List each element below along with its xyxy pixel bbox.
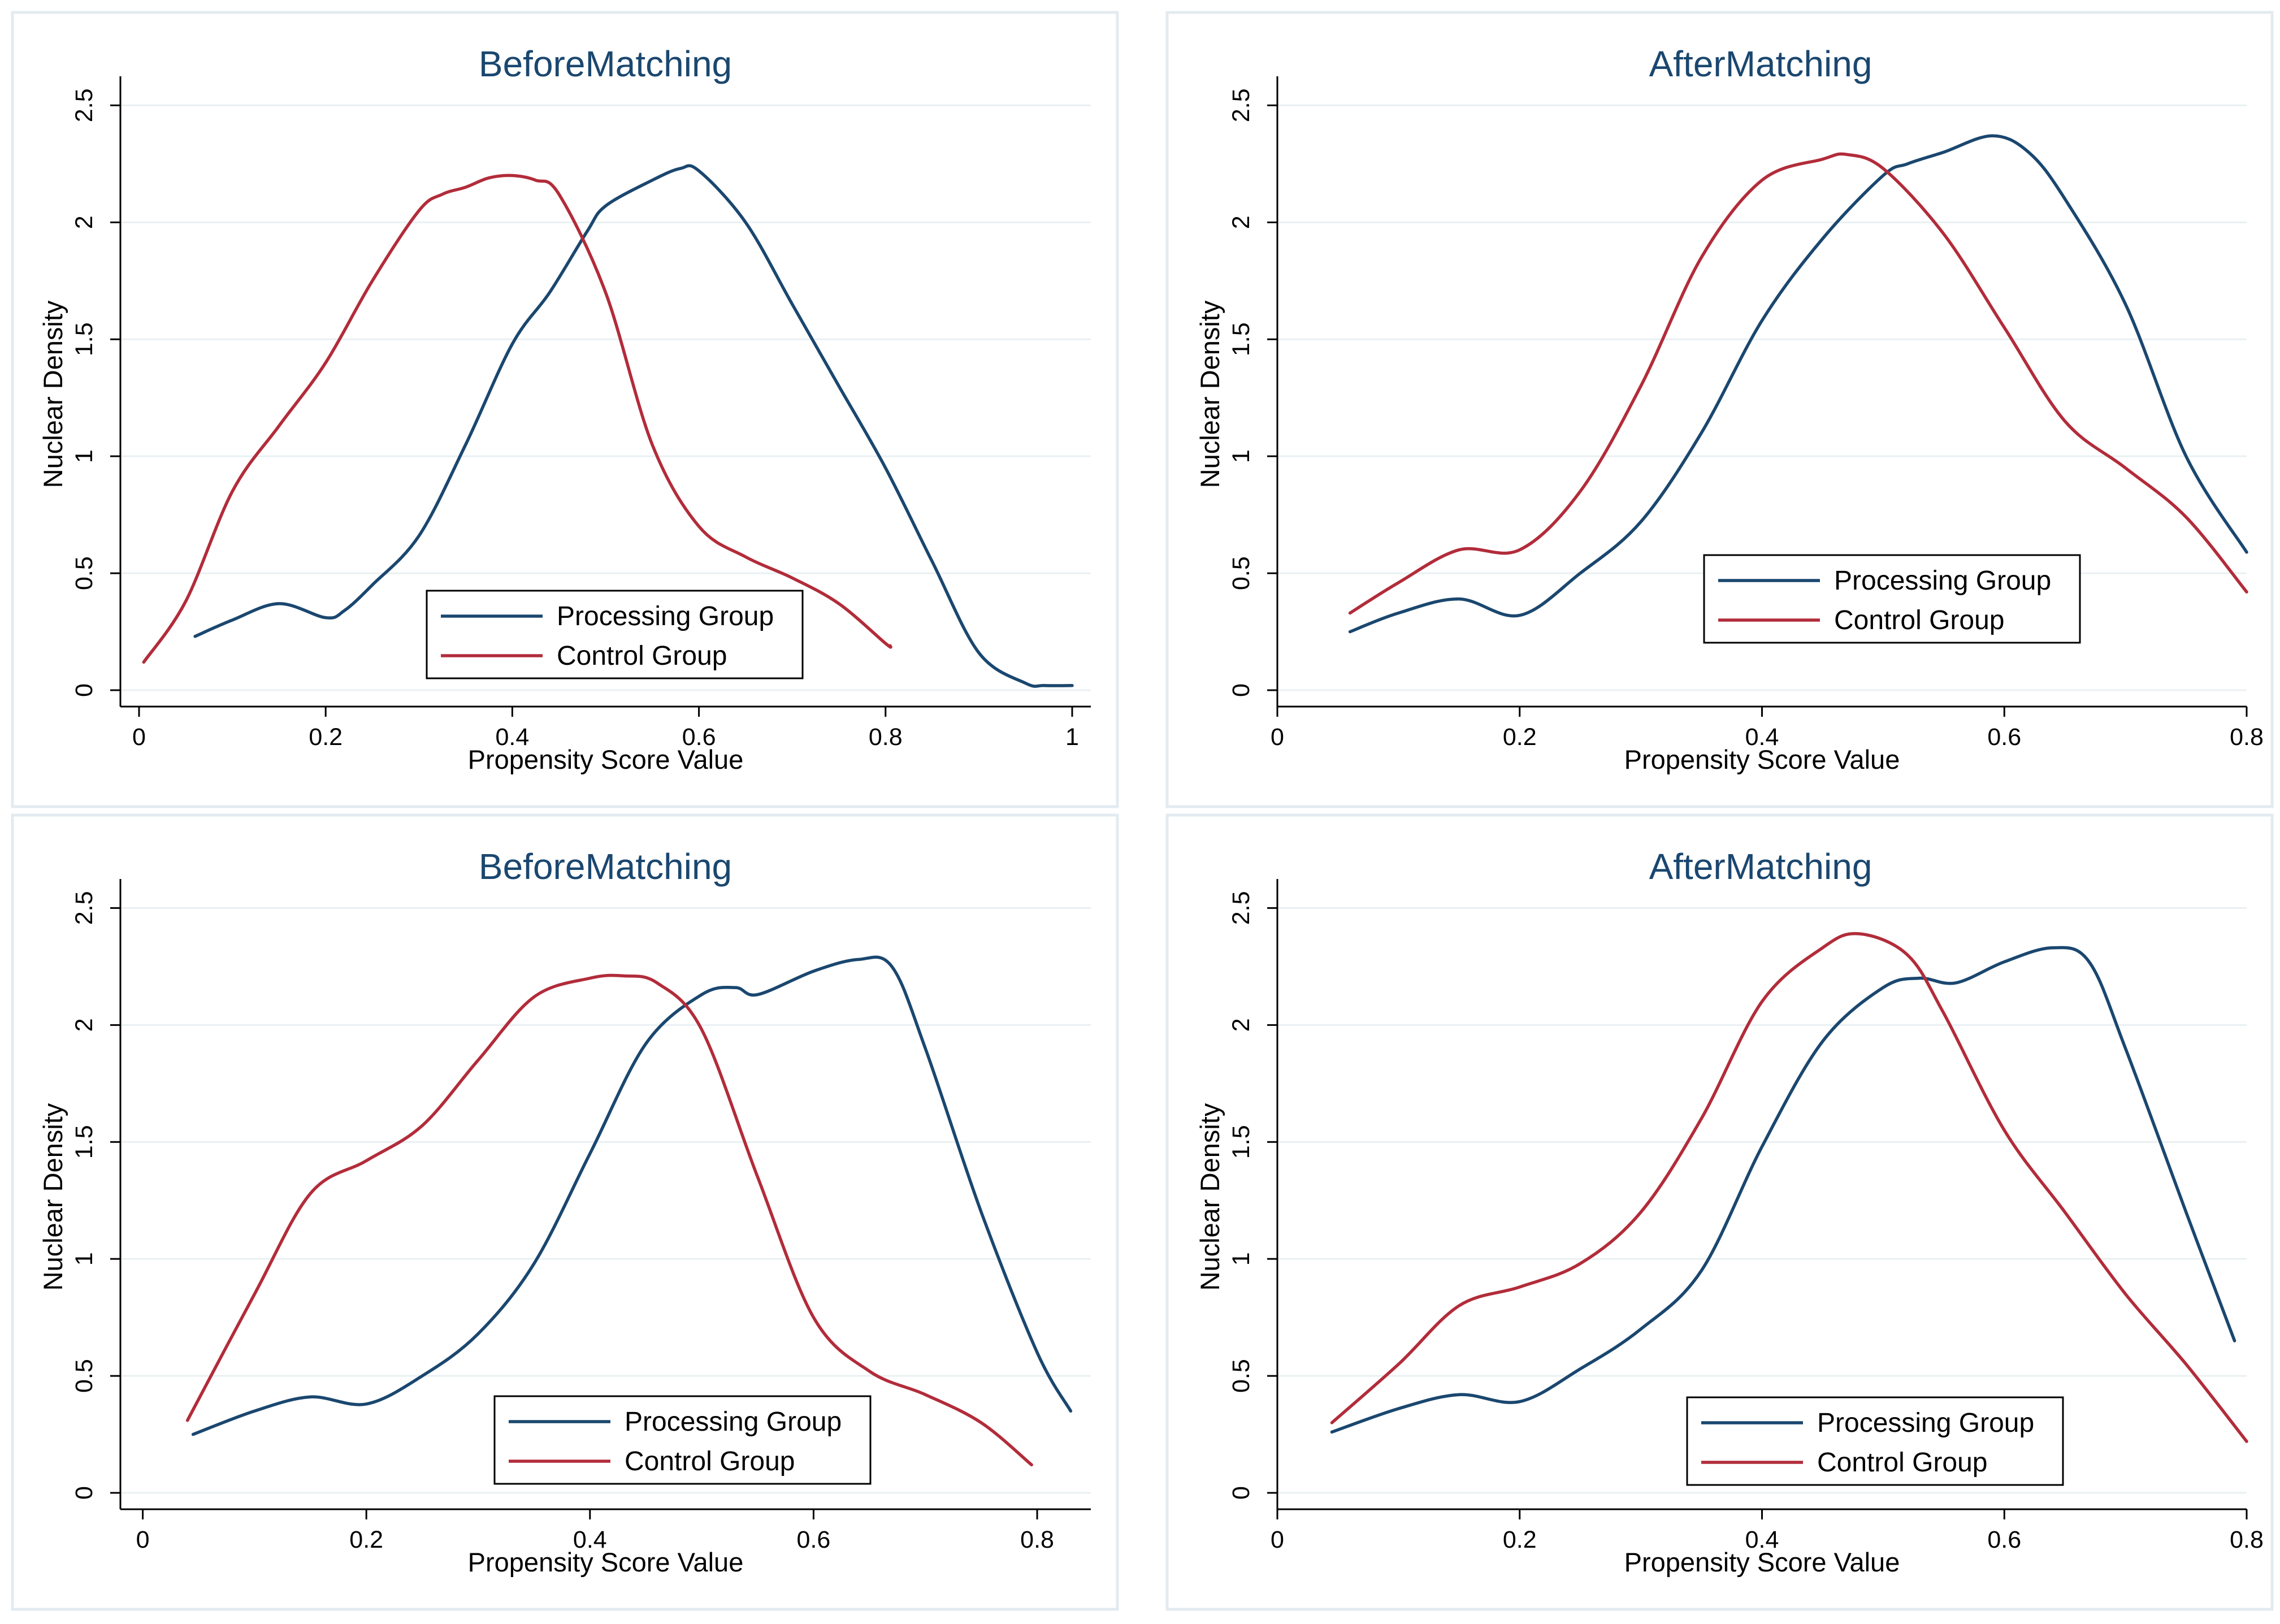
chart-panel-4: 0 0.5 1 1.5 2 2.5 0 0.2 0.4 0.6 0.8 AfterMatching Pr…	[1165, 813, 2274, 1611]
processing-group-density-line	[193, 164, 1074, 688]
x-tick-label: 0.4	[1745, 1526, 1779, 1553]
control-group-density-line	[185, 973, 1033, 1467]
y-tick-label: 2	[71, 215, 98, 229]
y-tick-label: 0.5	[71, 556, 98, 590]
chart-title: AfterMatching	[1649, 44, 1872, 84]
y-tick-label: 2	[71, 1018, 98, 1032]
x-axis-label: Propensity Score Value	[468, 744, 744, 774]
y-axis-label: Nuclear Density	[38, 300, 68, 488]
legend-label-processing-group: Processing Group	[557, 601, 774, 631]
y-tick-label: 2.5	[71, 891, 98, 925]
legend-label-control-group: Control Group	[1834, 605, 2004, 635]
x-tick-label: 0.4	[1745, 724, 1779, 751]
y-axis-label: Nuclear Density	[1195, 300, 1225, 488]
y-axis-label: Nuclear Density	[38, 1103, 68, 1290]
legend-box	[1686, 1396, 2064, 1486]
x-tick-label: 0	[136, 1526, 150, 1553]
chart-panel-1: 0 0.5 1 1.5 2 2.5 0 0.2 0.4 0.6 0.8 1 BeforeMatching…	[11, 11, 1119, 808]
legend: Processing Group Control Group	[1686, 1396, 2064, 1486]
x-tick-label: 1	[1065, 724, 1079, 751]
y-tick-label: 2	[1228, 1018, 1255, 1032]
x-tick-label: 0.6	[1987, 724, 2021, 751]
x-tick-label: 0.6	[682, 724, 716, 751]
x-tick-label: 0	[1271, 724, 1284, 751]
x-tick-label: 0.8	[2230, 1526, 2264, 1553]
legend-label-processing-group: Processing Group	[625, 1407, 842, 1437]
y-tick-label: 0	[71, 683, 98, 697]
y-tick-label: 0	[71, 1486, 98, 1500]
chart-title: BeforeMatching	[479, 44, 732, 84]
processing-group-density-line	[191, 955, 1073, 1436]
x-tick-label: 0.6	[797, 1526, 831, 1553]
x-tick-label: 0.8	[2230, 724, 2264, 751]
chart-title: AfterMatching	[1649, 846, 1872, 887]
y-tick-label: 2.5	[1228, 88, 1255, 122]
legend-label-control-group: Control Group	[625, 1447, 795, 1476]
y-tick-label: 2.5	[71, 88, 98, 122]
legend-label-processing-group: Processing Group	[1834, 566, 2051, 596]
panel-frame	[1165, 813, 2274, 1611]
x-tick-label: 0.2	[309, 724, 343, 751]
x-tick-label: 0.8	[1020, 1526, 1054, 1553]
legend-label-control-group: Control Group	[557, 641, 727, 671]
y-tick-label: 0.5	[1228, 1359, 1255, 1393]
x-tick-label: 0.2	[1503, 1526, 1537, 1553]
chart-panel-2: 0 0.5 1 1.5 2 2.5 0 0.2 0.4 0.6 0.8 AfterMatching Pr…	[1165, 11, 2274, 808]
y-tick-label: 1	[1228, 449, 1255, 463]
x-axis-label: Propensity Score Value	[468, 1547, 744, 1577]
y-axis-label: Nuclear Density	[1195, 1103, 1225, 1290]
y-tick-label: 1	[71, 449, 98, 463]
processing-group-density-line	[1330, 946, 2236, 1434]
legend-box	[426, 590, 804, 679]
control-group-density-line	[142, 174, 892, 664]
y-tick-label: 0.5	[1228, 556, 1255, 590]
legend: Processing Group Control Group	[493, 1395, 872, 1485]
x-axis-label: Propensity Score Value	[1624, 744, 1900, 774]
y-tick-label: 0	[1228, 683, 1255, 697]
x-tick-label: 0.2	[349, 1526, 383, 1553]
x-tick-label: 0.4	[496, 724, 530, 751]
legend-box	[493, 1395, 872, 1485]
legend-label-processing-group: Processing Group	[1817, 1408, 2034, 1438]
y-tick-label: 1.5	[71, 1125, 98, 1159]
control-group-density-line	[1348, 152, 2248, 615]
y-tick-label: 1	[71, 1252, 98, 1266]
y-tick-label: 1.5	[71, 322, 98, 356]
control-group-density-line	[1330, 932, 2248, 1443]
y-tick-label: 2	[1228, 215, 1255, 229]
y-tick-label: 1.5	[1228, 1125, 1255, 1159]
x-axis-label: Propensity Score Value	[1624, 1547, 1900, 1577]
x-tick-label: 0	[132, 724, 146, 751]
panel-frame	[1165, 11, 2274, 808]
x-tick-label: 0.8	[869, 724, 903, 751]
x-tick-label: 0.2	[1503, 724, 1537, 751]
chart-title: BeforeMatching	[479, 846, 732, 887]
panel-frame	[11, 11, 1119, 808]
y-tick-label: 1.5	[1228, 322, 1255, 356]
x-tick-label: 0.6	[1987, 1526, 2021, 1553]
legend: Processing Group Control Group	[426, 590, 804, 679]
legend-box	[1703, 554, 2081, 644]
x-tick-label: 0.4	[573, 1526, 607, 1553]
chart-panel-3: 0 0.5 1 1.5 2 2.5 0 0.2 0.4 0.6 0.8 BeforeMatching P…	[11, 813, 1119, 1611]
x-tick-label: 0	[1271, 1526, 1284, 1553]
y-tick-label: 2.5	[1228, 891, 1255, 925]
legend-label-control-group: Control Group	[1817, 1448, 1987, 1478]
panel-frame	[11, 813, 1119, 1611]
legend: Processing Group Control Group	[1703, 554, 2081, 644]
y-tick-label: 0.5	[71, 1359, 98, 1393]
y-tick-label: 0	[1228, 1486, 1255, 1500]
processing-group-density-line	[1348, 134, 2248, 634]
y-tick-label: 1	[1228, 1252, 1255, 1266]
